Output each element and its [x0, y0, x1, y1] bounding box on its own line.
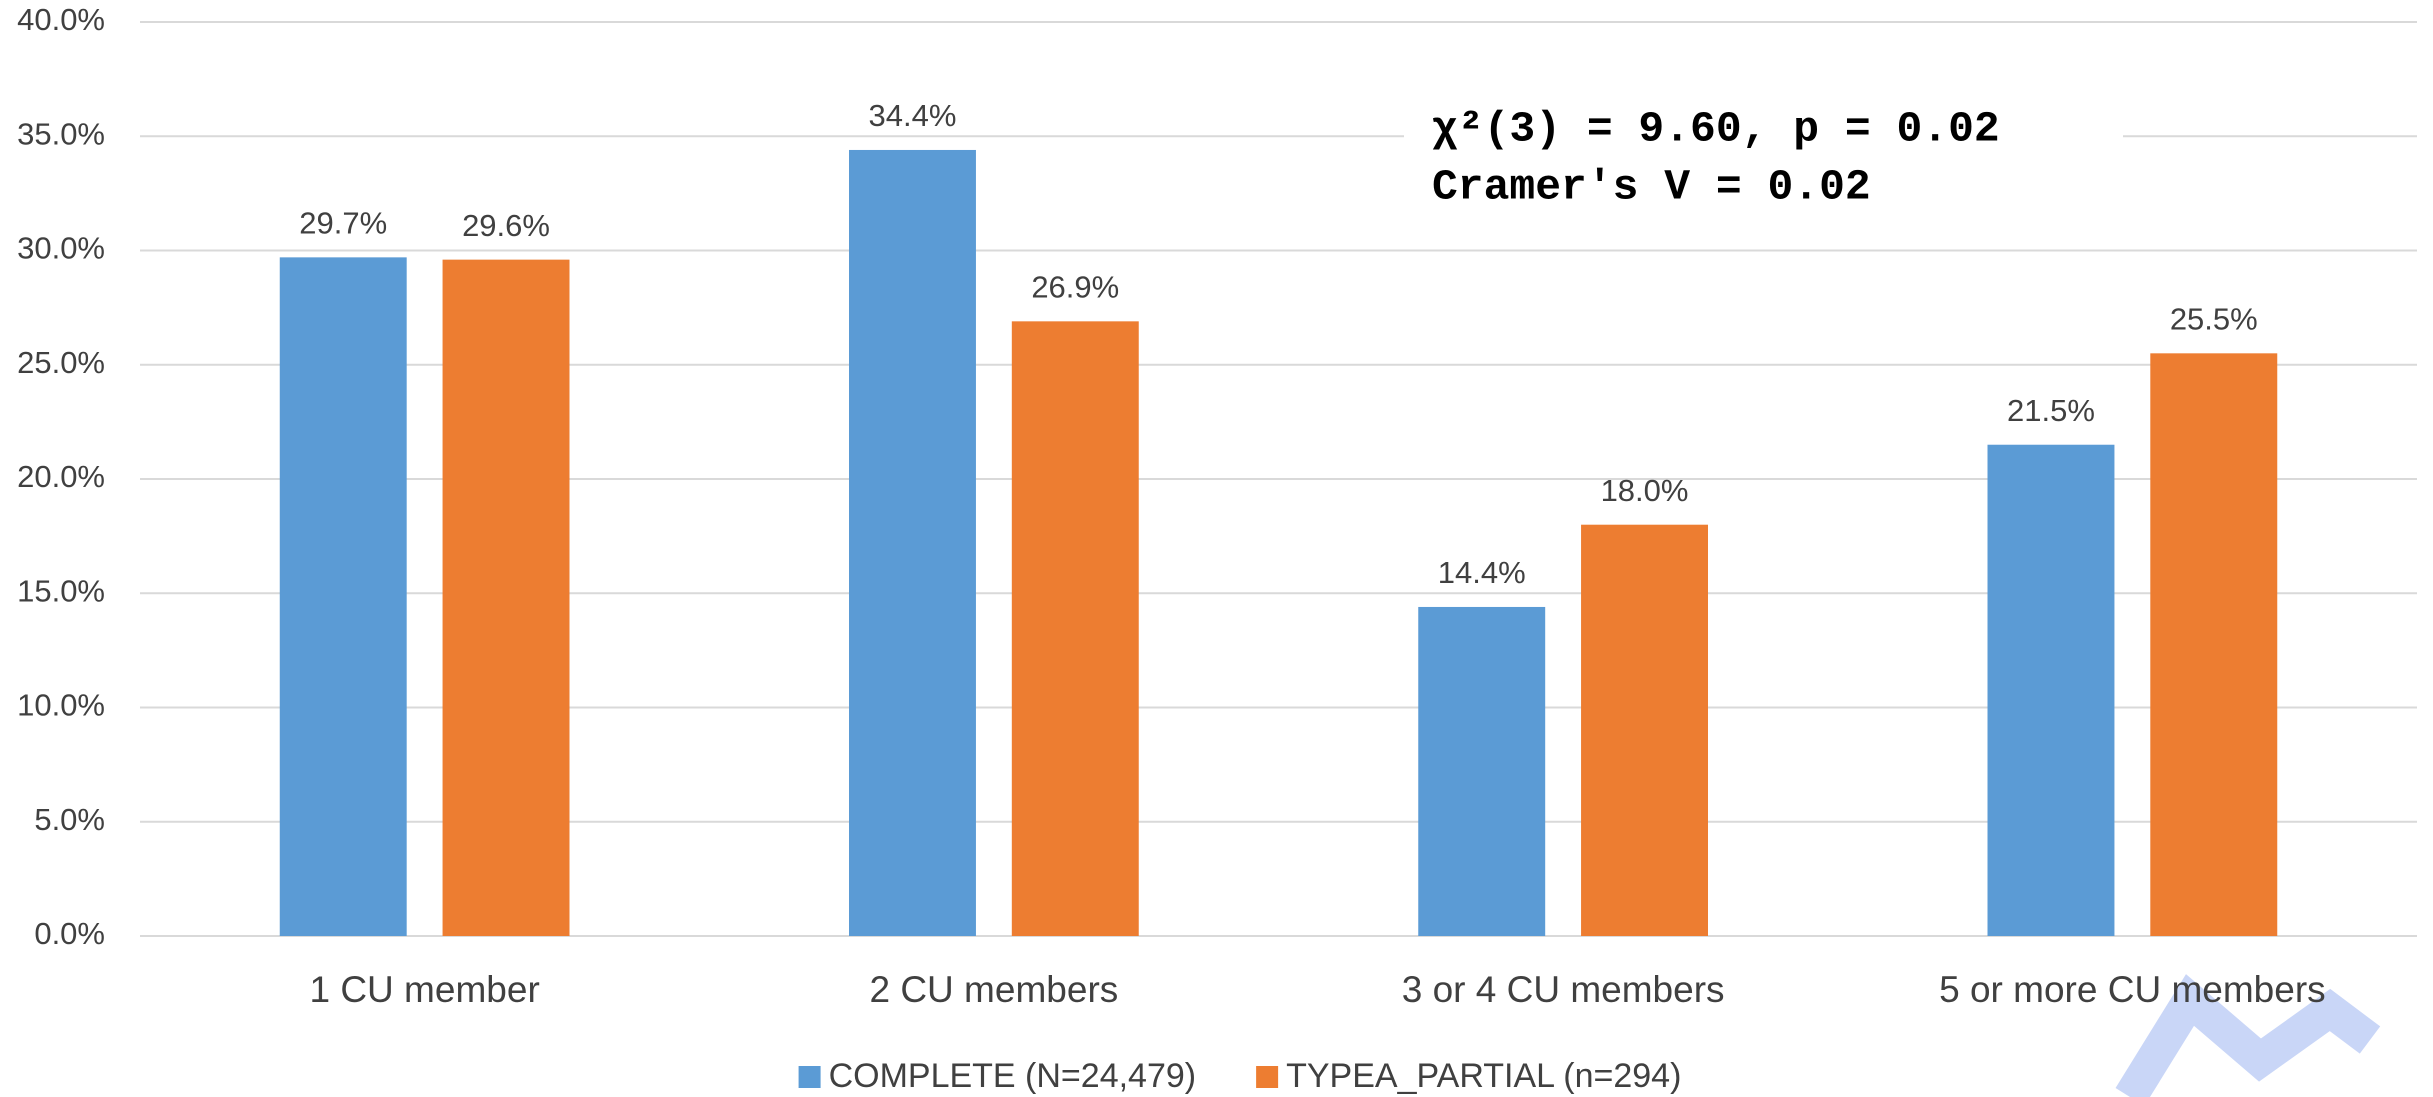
- y-tick-label: 0.0%: [34, 916, 105, 951]
- y-tick-label: 15.0%: [17, 573, 105, 608]
- bar: [279, 257, 407, 937]
- annotation-background: [1404, 95, 2123, 205]
- legend-swatch: [1256, 1066, 1279, 1088]
- y-tick-label: 20.0%: [17, 459, 105, 494]
- x-tick-label: 1 CU member: [309, 969, 539, 1010]
- y-tick-label: 35.0%: [17, 116, 105, 151]
- legend-swatch: [798, 1066, 821, 1088]
- bar: [2150, 353, 2278, 936]
- y-tick-label: 40.0%: [17, 2, 105, 37]
- data-label: 21.5%: [2007, 393, 2095, 428]
- y-tick-label: 5.0%: [34, 802, 105, 837]
- bar: [1987, 444, 2115, 936]
- legend-label: TYPEA_PARTIAL (n=294): [1286, 1057, 1681, 1095]
- annotation: χ²(3) = 9.60, p = 0.02: [1432, 104, 2000, 153]
- x-tick-label: 2 CU members: [869, 969, 1118, 1010]
- y-tick-label: 30.0%: [17, 231, 105, 266]
- data-label: 25.5%: [2170, 302, 2258, 337]
- data-label: 29.7%: [299, 206, 387, 241]
- annotation: Cramer's V = 0.02: [1432, 162, 1871, 211]
- x-tick-label: 5 or more CU members: [1939, 969, 2326, 1010]
- bar: [1418, 606, 1546, 936]
- y-tick-label: 25.0%: [17, 345, 105, 380]
- data-label: 29.6%: [462, 208, 550, 243]
- data-label: 18.0%: [1601, 473, 1689, 508]
- bar: [1011, 321, 1139, 937]
- x-tick-label: 3 or 4 CU members: [1402, 969, 1725, 1010]
- bar: [1581, 524, 1708, 936]
- bar: [849, 149, 976, 936]
- data-label: 14.4%: [1438, 555, 1526, 590]
- legend-label: COMPLETE (N=24,479): [829, 1057, 1197, 1095]
- data-label: 26.9%: [1031, 270, 1119, 305]
- y-tick-label: 10.0%: [17, 688, 105, 723]
- watermark: [2115, 974, 2381, 1097]
- data-label: 34.4%: [869, 98, 957, 133]
- bar: [442, 259, 570, 936]
